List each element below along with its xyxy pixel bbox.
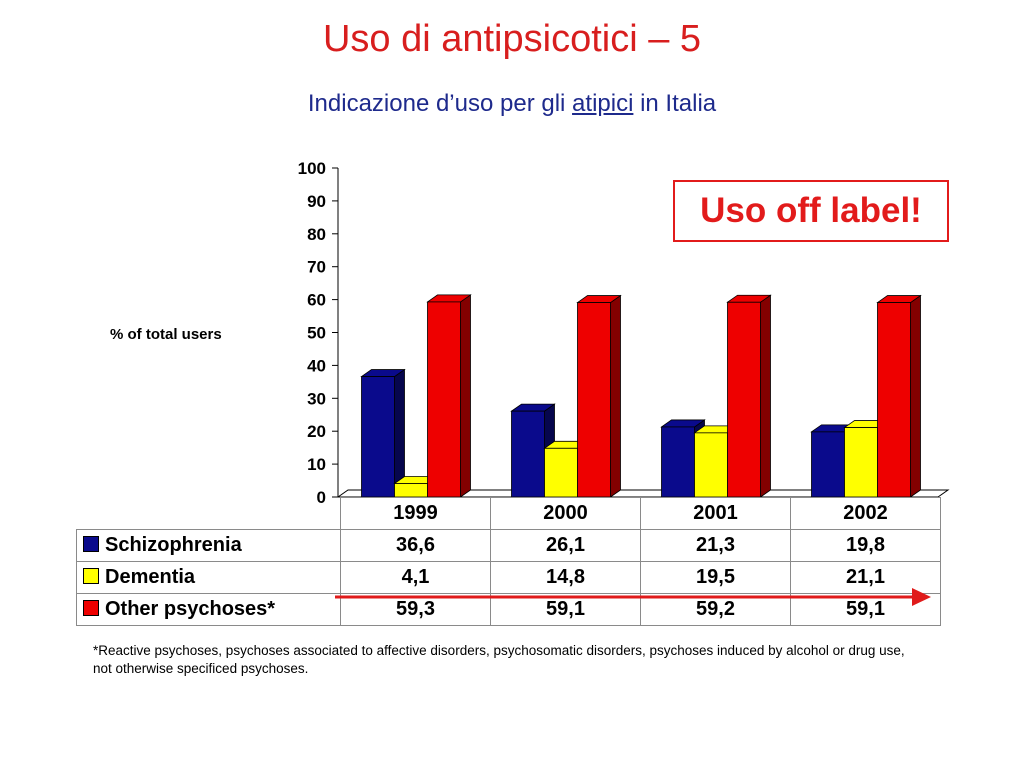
legend-entry-other: Other psychoses* bbox=[76, 593, 341, 626]
y-tick-label: 80 bbox=[307, 225, 326, 244]
legend-label: Other psychoses* bbox=[105, 598, 276, 620]
y-tick-label: 100 bbox=[298, 159, 326, 178]
table-cell: 19,8 bbox=[790, 529, 941, 562]
y-tick-label: 50 bbox=[307, 324, 326, 343]
table-cell: 19,5 bbox=[640, 561, 791, 594]
legend-label: Schizophrenia bbox=[105, 534, 242, 556]
slide-title: Uso di antipsicotici – 5 bbox=[322, 18, 702, 60]
table-header-row: 1999 2000 2001 2002 bbox=[77, 497, 941, 530]
slide-subtitle: Indicazione d’uso per gli atipici in Ita… bbox=[0, 90, 1024, 118]
y-tick-label: 60 bbox=[307, 291, 326, 310]
bar-schizophrenia bbox=[361, 376, 395, 498]
y-tick-label: 30 bbox=[307, 389, 326, 408]
legend-entry-schizophrenia: Schizophrenia bbox=[76, 529, 341, 562]
subtitle-underlined: atipici bbox=[572, 90, 634, 117]
legend-swatch-schizophrenia bbox=[83, 536, 99, 552]
table-year-cell: 2001 bbox=[640, 497, 791, 530]
bar-schizophrenia bbox=[811, 431, 845, 498]
trend-arrow-head-icon bbox=[912, 588, 931, 606]
y-tick-label: 0 bbox=[317, 488, 326, 507]
table-cell: 21,3 bbox=[640, 529, 791, 562]
y-tick-label: 20 bbox=[307, 422, 326, 441]
subtitle-text: Indicazione d’uso per gli bbox=[307, 90, 573, 117]
off-label-callout: Uso off label! bbox=[673, 180, 949, 242]
bar-schizophrenia bbox=[511, 410, 545, 498]
table-year-cell: 1999 bbox=[340, 497, 491, 530]
y-tick-label: 10 bbox=[307, 455, 326, 474]
legend-swatch-dementia bbox=[83, 568, 99, 584]
table-cell: 21,1 bbox=[790, 561, 941, 594]
legend-swatch-other bbox=[83, 600, 99, 616]
table-cell: 36,6 bbox=[340, 529, 491, 562]
bar-dementia bbox=[694, 432, 728, 498]
subtitle-text-end: in Italia bbox=[633, 90, 717, 117]
table-row-schizophrenia: Schizophrenia 36,6 26,1 21,3 19,8 bbox=[76, 529, 941, 562]
footnote: *Reactive psychoses, psychoses associate… bbox=[93, 643, 905, 676]
table-cell: 4,1 bbox=[340, 561, 491, 594]
table-cell: 14,8 bbox=[490, 561, 641, 594]
bar-other bbox=[877, 302, 911, 498]
bar-other bbox=[577, 302, 611, 498]
bar-dementia bbox=[844, 427, 878, 498]
data-table: 1999 2000 2001 2002 Schizophrenia 36,6 2… bbox=[76, 497, 941, 626]
bar-other bbox=[427, 301, 461, 498]
bar-other bbox=[727, 301, 761, 498]
bar-dementia bbox=[544, 447, 578, 498]
table-year-cell: 2000 bbox=[490, 497, 641, 530]
y-axis-label: % of total users bbox=[110, 326, 222, 343]
y-tick-label: 90 bbox=[307, 192, 326, 211]
y-tick-label: 70 bbox=[307, 258, 326, 277]
legend-label: Dementia bbox=[105, 566, 196, 588]
table-cell: 26,1 bbox=[490, 529, 641, 562]
y-tick-label: 40 bbox=[307, 356, 326, 375]
